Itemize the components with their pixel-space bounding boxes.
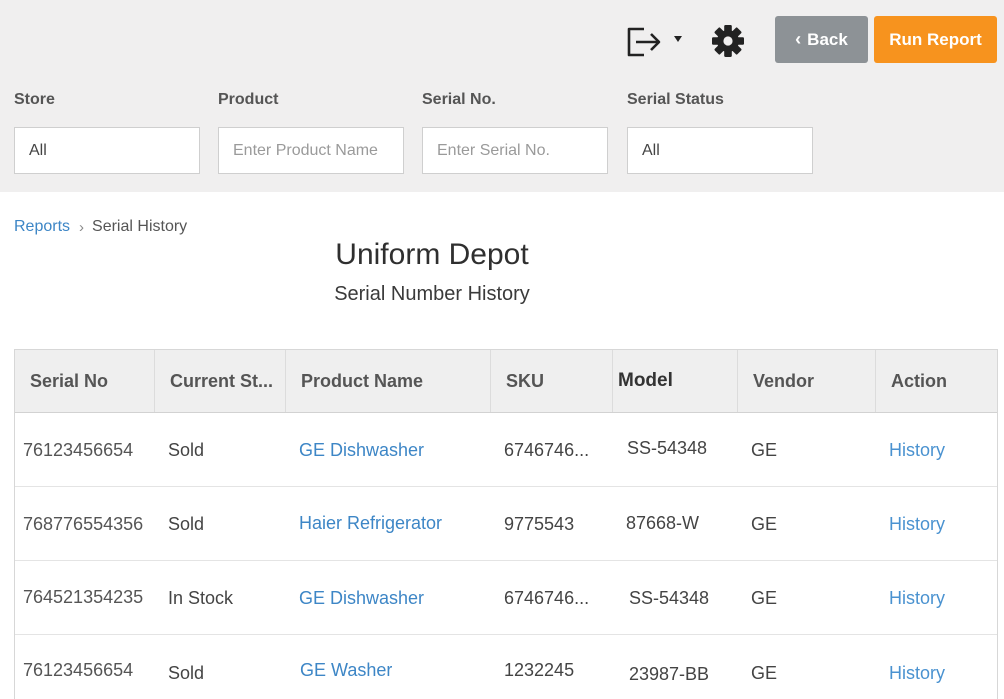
table-header: Serial No Current St... Product Name SKU… — [15, 350, 997, 413]
caret-down-icon[interactable] — [672, 34, 684, 44]
serial-cell: 768776554356 — [23, 513, 144, 534]
serial-cell: 76123456654 — [23, 659, 134, 680]
column-header-model[interactable]: Model — [613, 350, 738, 412]
product-input[interactable]: Enter Product Name — [218, 127, 404, 174]
product-link[interactable]: GE Dishwasher — [299, 587, 425, 608]
column-header-action: Action — [891, 370, 947, 391]
product-link[interactable]: Haier Refrigerator — [299, 512, 443, 533]
run-report-button[interactable]: Run Report — [874, 16, 997, 63]
vendor-cell: GE — [751, 439, 778, 460]
table-row: 764521354235 In Stock GE Dishwasher 6746… — [15, 561, 997, 635]
table-row: 76123456654 Sold GE Dishwasher 6746746..… — [15, 413, 997, 487]
serial-cell: 76123456654 — [23, 439, 134, 460]
serial-history-table: Serial No Current St... Product Name SKU… — [14, 349, 998, 699]
exit-icon[interactable] — [624, 22, 664, 60]
sku-cell: 6746746... — [504, 587, 590, 608]
vendor-cell: GE — [751, 662, 778, 683]
chevron-left-icon: ‹ — [795, 29, 802, 49]
product-link[interactable]: GE Washer — [300, 659, 393, 680]
back-button[interactable]: ‹ Back — [775, 16, 868, 63]
company-name: Uniform Depot — [335, 238, 529, 271]
status-cell: In Stock — [168, 587, 234, 608]
model-cell: SS-54348 — [627, 437, 708, 458]
serial-no-input[interactable]: Enter Serial No. — [422, 127, 608, 174]
column-header-sku[interactable]: SKU — [491, 350, 613, 412]
sku-cell: 1232245 — [504, 659, 575, 680]
history-link[interactable]: History — [889, 439, 946, 460]
vendor-cell: GE — [751, 587, 778, 608]
report-title: Serial Number History — [334, 283, 530, 305]
history-link[interactable]: History — [889, 587, 946, 608]
model-cell: 23987-BB — [629, 663, 710, 684]
status-cell: Sold — [168, 439, 205, 460]
breadcrumb-current: Serial History — [92, 218, 188, 235]
product-link[interactable]: GE Dishwasher — [299, 439, 425, 460]
column-header-serial-no[interactable]: Serial No — [15, 350, 155, 412]
chevron-right-icon: › — [79, 218, 85, 236]
breadcrumb: Reports › Serial History — [14, 218, 187, 236]
report-filter-bar: ‹ Back Run Report Store Product Serial N… — [0, 0, 1004, 192]
serial-status-select[interactable]: All — [627, 127, 813, 174]
store-filter-label: Store — [14, 91, 55, 108]
sku-cell: 9775543 — [504, 513, 575, 534]
table-row: 76123456654 Sold GE Washer 1232245 23987… — [15, 635, 997, 699]
sku-cell: 6746746... — [504, 439, 590, 460]
vendor-cell: GE — [751, 513, 778, 534]
column-header-current-status[interactable]: Current St... — [155, 350, 286, 412]
column-header-product-name[interactable]: Product Name — [286, 350, 491, 412]
model-cell: SS-54348 — [629, 587, 710, 608]
serial-cell: 764521354235 — [23, 586, 144, 607]
serial-status-filter-label: Serial Status — [627, 91, 724, 108]
column-header-vendor[interactable]: Vendor — [738, 350, 876, 412]
gear-icon[interactable] — [711, 24, 745, 58]
breadcrumb-reports-link[interactable]: Reports — [14, 218, 71, 235]
store-select[interactable]: All — [14, 127, 200, 174]
product-filter-label: Product — [218, 91, 279, 108]
table-row: 768776554356 Sold Haier Refrigerator 977… — [15, 487, 997, 561]
serial-no-filter-label: Serial No. — [422, 91, 496, 108]
status-cell: Sold — [168, 513, 205, 534]
history-link[interactable]: History — [889, 513, 946, 534]
history-link[interactable]: History — [889, 662, 946, 683]
status-cell: Sold — [168, 662, 205, 683]
back-button-label: Back — [807, 29, 848, 49]
model-cell: 87668-W — [626, 512, 700, 533]
run-report-button-label: Run Report — [889, 29, 982, 49]
